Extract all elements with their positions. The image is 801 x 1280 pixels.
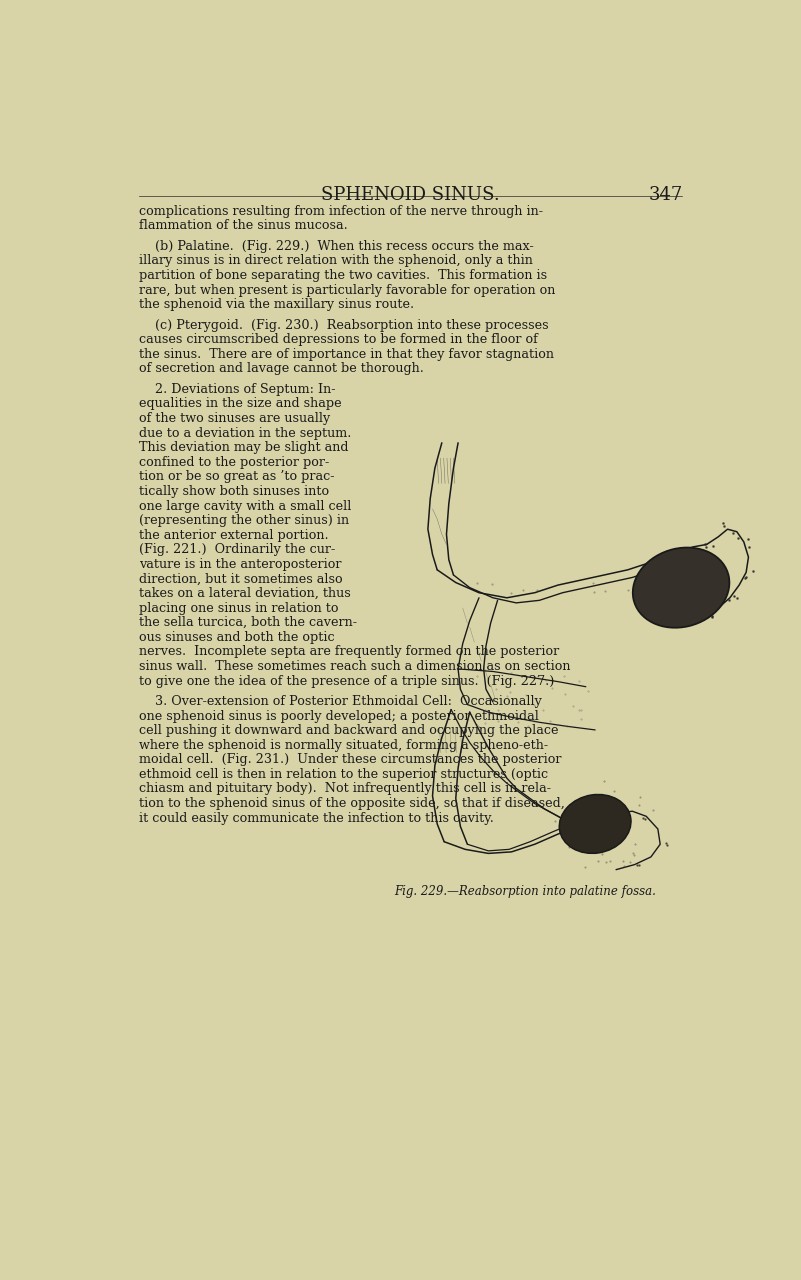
Text: 347: 347	[648, 186, 682, 204]
Text: it could easily communicate the infection to this cavity.: it could easily communicate the infectio…	[139, 812, 493, 824]
Text: where the sphenoid is normally situated, forming a spheno-eth-: where the sphenoid is normally situated,…	[139, 739, 548, 751]
Text: of secretion and lavage cannot be thorough.: of secretion and lavage cannot be thorou…	[139, 362, 424, 375]
Text: the anterior external portion.: the anterior external portion.	[139, 529, 328, 541]
Text: (c) Pterygoid.  (Fig. 230.)  Reabsorption into these processes: (c) Pterygoid. (Fig. 230.) Reabsorption …	[139, 319, 548, 332]
Text: due to a deviation in the septum.: due to a deviation in the septum.	[139, 426, 351, 439]
Text: chiasm and pituitary body).  Not infrequently this cell is in rela-: chiasm and pituitary body). Not infreque…	[139, 782, 550, 795]
Text: direction, but it sometimes also: direction, but it sometimes also	[139, 572, 342, 585]
Text: the sinus.  There are of importance in that they favor stagnation: the sinus. There are of importance in th…	[139, 348, 553, 361]
Text: SPHENOID SINUS.: SPHENOID SINUS.	[321, 186, 500, 204]
Text: tically show both sinuses into: tically show both sinuses into	[139, 485, 328, 498]
Text: vature is in the anteroposterior: vature is in the anteroposterior	[139, 558, 341, 571]
Ellipse shape	[633, 548, 730, 627]
Text: nerves.  Incomplete septa are frequently formed on the posterior: nerves. Incomplete septa are frequently …	[139, 645, 559, 658]
Text: ous sinuses and both the optic: ous sinuses and both the optic	[139, 631, 334, 644]
Text: one large cavity with a small cell: one large cavity with a small cell	[139, 499, 351, 512]
Text: moidal cell.  (Fig. 231.)  Under these circumstances the posterior: moidal cell. (Fig. 231.) Under these cir…	[139, 754, 562, 767]
Ellipse shape	[559, 795, 631, 854]
Text: 2. Deviations of Septum: In-: 2. Deviations of Septum: In-	[139, 383, 335, 396]
Text: placing one sinus in relation to: placing one sinus in relation to	[139, 602, 338, 614]
Text: 3. Over-extension of Posterior Ethmoidal Cell:  Occasionally: 3. Over-extension of Posterior Ethmoidal…	[139, 695, 541, 708]
Text: (b) Palatine.  (Fig. 229.)  When this recess occurs the max-: (b) Palatine. (Fig. 229.) When this rece…	[139, 239, 533, 253]
Text: takes on a lateral deviation, thus: takes on a lateral deviation, thus	[139, 588, 350, 600]
Text: to give one the idea of the presence of a triple sinus.  (Fig. 227.): to give one the idea of the presence of …	[139, 675, 554, 687]
Text: (Fig. 221.)  Ordinarily the cur-: (Fig. 221.) Ordinarily the cur-	[139, 543, 335, 557]
Text: ethmoid cell is then in relation to the superior structures (optic: ethmoid cell is then in relation to the …	[139, 768, 548, 781]
Text: of the two sinuses are usually: of the two sinuses are usually	[139, 412, 330, 425]
Text: equalities in the size and shape: equalities in the size and shape	[139, 397, 341, 411]
Text: sinus wall.  These sometimes reach such a dimension as on section: sinus wall. These sometimes reach such a…	[139, 660, 570, 673]
Text: the sphenoid via the maxillary sinus route.: the sphenoid via the maxillary sinus rou…	[139, 298, 414, 311]
Text: partition of bone separating the two cavities.  This formation is: partition of bone separating the two cav…	[139, 269, 547, 282]
Text: one sphenoid sinus is poorly developed; a posterior ethmoidal: one sphenoid sinus is poorly developed; …	[139, 709, 538, 722]
Text: flammation of the sinus mucosa.: flammation of the sinus mucosa.	[139, 219, 348, 233]
Text: cell pushing it downward and backward and occupying the place: cell pushing it downward and backward an…	[139, 724, 558, 737]
Text: This deviation may be slight and: This deviation may be slight and	[139, 442, 348, 454]
Text: causes circumscribed depressions to be formed in the floor of: causes circumscribed depressions to be f…	[139, 333, 537, 346]
Text: complications resulting from infection of the nerve through in-: complications resulting from infection o…	[139, 205, 542, 218]
Text: tion or be so great as ’to prac-: tion or be so great as ’to prac-	[139, 470, 334, 484]
Text: the sella turcica, both the cavern-: the sella turcica, both the cavern-	[139, 616, 356, 630]
Text: (representing the other sinus) in: (representing the other sinus) in	[139, 515, 348, 527]
Text: illary sinus is in direct relation with the sphenoid, only a thin: illary sinus is in direct relation with …	[139, 255, 533, 268]
Text: rare, but when present is particularly favorable for operation on: rare, but when present is particularly f…	[139, 284, 555, 297]
Text: tion to the sphenoid sinus of the opposite side, so that if diseased,: tion to the sphenoid sinus of the opposi…	[139, 797, 565, 810]
Text: confined to the posterior por-: confined to the posterior por-	[139, 456, 329, 468]
Text: Fig. 229.—Reabsorption into palatine fossa.: Fig. 229.—Reabsorption into palatine fos…	[394, 884, 656, 897]
